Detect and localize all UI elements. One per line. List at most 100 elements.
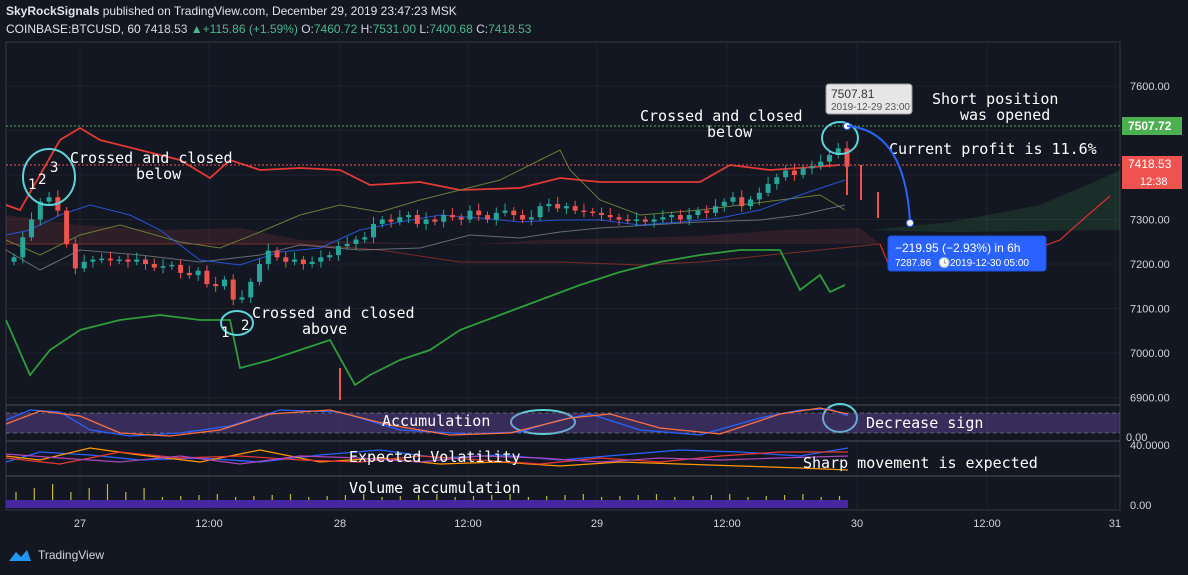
- candle-body: [72, 243, 78, 269]
- candle-body: [563, 206, 569, 209]
- clock-icon: 🕓: [938, 256, 950, 269]
- candle-body: [712, 206, 718, 213]
- open-label: O:: [301, 22, 314, 36]
- candle-body: [686, 215, 692, 220]
- candle-body: [669, 215, 675, 218]
- candle-body: [186, 272, 192, 276]
- candle-body: [800, 168, 806, 175]
- time-tick-label: 27: [74, 518, 86, 530]
- candle-body: [292, 259, 298, 262]
- candle-body: [257, 264, 263, 282]
- current-price-tag: [1122, 156, 1182, 189]
- candle-body: [46, 197, 52, 202]
- annotation-circle-osc: [510, 409, 576, 435]
- candle-body: [37, 201, 43, 220]
- candle-body: [458, 217, 464, 220]
- price-tick-label: 7200.00: [1130, 259, 1170, 271]
- low-label: L:: [419, 22, 430, 36]
- marker-2-bottom: 2: [241, 318, 249, 334]
- high-value: 7531.00: [372, 22, 416, 36]
- annotation-right-line2: below: [707, 123, 753, 141]
- time-tick-label: 12:00: [195, 518, 223, 530]
- measure-end-point[interactable]: [906, 219, 914, 227]
- marker-1-left: 1: [28, 177, 36, 193]
- publish-line: SkyRockSignals published on TradingView.…: [6, 4, 457, 18]
- annotation-left-line2: below: [136, 165, 182, 183]
- marker-1-bottom: 1: [221, 325, 229, 341]
- marker-2-left: 2: [38, 172, 46, 188]
- candle-body: [379, 219, 385, 224]
- annotation-circle-left: [22, 148, 76, 206]
- candle-body: [414, 215, 420, 224]
- candle-body: [774, 177, 780, 184]
- candle-body: [362, 237, 368, 240]
- osc-annotation-decrease: Decrease sign: [866, 414, 983, 432]
- candle-body: [134, 259, 140, 262]
- candle-body: [449, 215, 455, 218]
- candle-body: [283, 257, 289, 262]
- last-price: 7418.53: [144, 22, 188, 36]
- cloud-span-b: [6, 243, 881, 266]
- change-value: +115.86 (+1.59%): [202, 22, 298, 36]
- candle-body: [528, 217, 534, 220]
- candle-body: [81, 261, 87, 269]
- candle-body: [213, 284, 219, 287]
- candle-body: [335, 246, 341, 256]
- measure-time: 2019-12-30 05:00: [950, 258, 1029, 269]
- tradingview-logo-icon: [9, 550, 31, 561]
- candle-body: [388, 219, 394, 222]
- cloud-green: [870, 170, 1120, 232]
- annotation-short-line1: Short position: [932, 90, 1058, 108]
- measure-box: [887, 235, 1047, 272]
- candle-body: [406, 215, 412, 218]
- measure-price: 7287.86: [895, 258, 932, 269]
- candle-body: [476, 210, 482, 216]
- annotation-short-line2: was opened: [960, 106, 1050, 124]
- open-value: 7460.72: [313, 22, 358, 36]
- chart-frame: [5, 41, 1121, 511]
- candle-body: [353, 239, 359, 244]
- annotation-right-line1: Crossed and closed: [640, 107, 803, 125]
- candle-body: [730, 197, 736, 202]
- volume-base: [6, 500, 848, 508]
- candle-body: [125, 259, 131, 262]
- osc-axis-tick: 0.00: [1126, 432, 1147, 444]
- candle-body: [607, 215, 613, 218]
- publisher-name[interactable]: SkyRockSignals: [6, 4, 100, 18]
- candle-body: [151, 264, 157, 268]
- candle-body: [169, 264, 175, 267]
- time-tick-label: 12:00: [973, 518, 1001, 530]
- candle-body: [844, 148, 850, 167]
- level-price-text: 7507.72: [1128, 119, 1172, 133]
- candle-body: [90, 259, 96, 262]
- candle-body: [265, 250, 271, 264]
- annotation-bottom-line2: above: [302, 320, 347, 338]
- candle-body: [11, 257, 17, 262]
- candle-body: [344, 243, 350, 247]
- vol-annotation-sharp: Sharp movement is expected: [803, 454, 1038, 472]
- candle-body: [555, 203, 561, 209]
- measure-arc: [846, 125, 911, 223]
- measure-change: −219.95 (−2.93%) in 6h: [895, 241, 1020, 255]
- candle-body: [835, 148, 841, 155]
- price-tick-label: 7600.00: [1130, 81, 1170, 93]
- vol-line-red: [5, 451, 848, 465]
- candle-body: [502, 210, 508, 213]
- candle-body: [809, 166, 815, 169]
- candle-body: [537, 206, 543, 218]
- price-tick-label: 7300.00: [1130, 215, 1170, 227]
- annotation-bottom-line1: Crossed and closed: [252, 304, 415, 322]
- countdown-text: 12:38: [1140, 176, 1168, 188]
- candle-body: [511, 210, 517, 216]
- tradingview-footer[interactable]: TradingView: [8, 548, 104, 562]
- candle-body: [300, 259, 306, 264]
- time-axis[interactable]: 27 12:00 28 12:00 29 12:00 30 12:00 31: [74, 518, 1121, 530]
- candle-body: [221, 279, 227, 287]
- tenkan-line: [5, 204, 846, 271]
- change-up-icon: ▲: [190, 22, 203, 36]
- candle-body: [791, 170, 797, 175]
- candle-body: [239, 297, 245, 300]
- symbol-label[interactable]: COINBASE:BTCUSD, 60: [6, 22, 141, 36]
- time-tick-label: 12:00: [713, 518, 741, 530]
